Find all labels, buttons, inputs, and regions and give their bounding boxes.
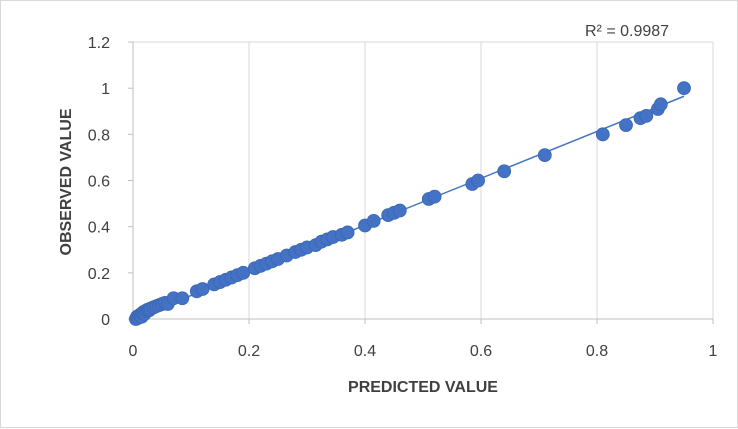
x-tick-label: 0.2 <box>238 343 260 360</box>
y-tick-label: 1 <box>101 81 110 98</box>
data-point <box>471 173 486 188</box>
data-point <box>366 213 381 228</box>
y-tick-label: 0 <box>101 312 110 329</box>
data-point <box>427 189 442 204</box>
x-tick-label: 0 <box>129 343 138 360</box>
data-point <box>175 291 190 306</box>
y-tick-label: 0.4 <box>88 220 110 237</box>
axes <box>128 41 714 324</box>
tick-labels: 0 0.2 0.4 0.6 0.8 1 0 0.2 0.4 0.6 0.8 1 1.2 <box>88 35 718 360</box>
data-point <box>595 127 610 142</box>
y-tick-label: 0.6 <box>88 174 110 191</box>
x-axis-title: PREDICTED VALUE <box>348 379 498 396</box>
y-tick-label: 0.8 <box>88 127 110 144</box>
x-tick-label: 0.6 <box>470 343 492 360</box>
data-point <box>653 97 668 112</box>
data-point <box>236 265 251 280</box>
data-point <box>340 225 355 240</box>
y-tick-label: 0.2 <box>88 266 110 283</box>
y-tick-label: 1.2 <box>88 35 110 52</box>
data-point <box>619 118 633 132</box>
x-tick-label: 0.8 <box>586 343 608 360</box>
data-points <box>128 81 691 326</box>
data-point <box>497 164 512 179</box>
data-point <box>537 148 552 163</box>
x-tick-label: 1 <box>709 343 718 360</box>
data-point <box>195 282 210 296</box>
y-axis-title: OBSERVED VALUE <box>58 108 75 255</box>
data-point <box>639 108 654 123</box>
data-point <box>392 203 407 218</box>
data-point <box>677 81 691 96</box>
r-squared-annotation: R² = 0.9987 <box>585 23 669 40</box>
x-tick-label: 0.4 <box>354 343 376 360</box>
